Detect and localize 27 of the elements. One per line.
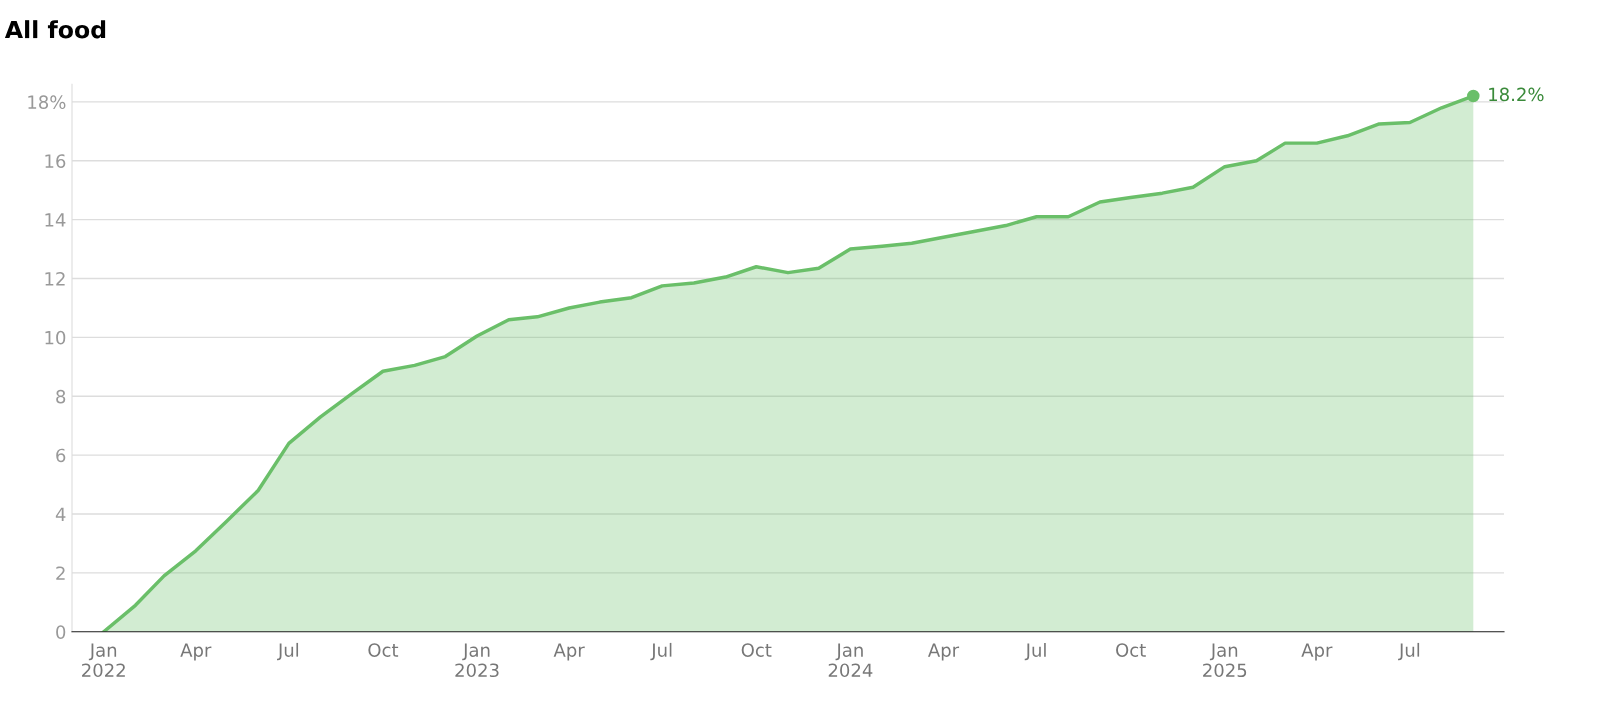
x-tick-label: Jan 2025 (1203, 643, 1247, 678)
x-tick-label: Jul (1398, 642, 1420, 661)
x-tick-label: Apr (928, 643, 960, 661)
x-tick-label: Apr (553, 643, 585, 661)
x-tick-label: Oct (1116, 643, 1146, 657)
x-tick-label: Oct (741, 643, 772, 657)
y-tick-label: 8 (56, 389, 66, 404)
y-tick-label: 4 (55, 507, 66, 521)
chart-title: All food (4, 20, 106, 39)
x-tick-label: Jul (650, 642, 672, 661)
x-tick-label: Jan 2024 (828, 643, 873, 678)
x-tick-label: Jul (1024, 642, 1046, 661)
y-tick-label: 14 (45, 213, 66, 227)
y-tick-label: 10 (45, 330, 66, 345)
x-tick-label: Oct (368, 643, 399, 657)
annotation: 18.2% (1489, 87, 1544, 102)
y-tick-label: 2 (56, 566, 65, 580)
x-tick-label: Jul (277, 642, 299, 661)
y-tick-label: 16 (45, 154, 66, 168)
x-tick-label: Apr (180, 643, 212, 661)
y-tick-label: 0 (56, 625, 66, 639)
y-tick-label: 18% (28, 95, 66, 110)
x-tick-label: Jan 2023 (455, 643, 499, 678)
y-tick-label: 6 (56, 448, 66, 463)
y-tick-label: 12 (45, 271, 65, 286)
x-tick-label: Jan 2022 (82, 643, 125, 678)
x-tick-label: Apr (1301, 643, 1333, 661)
